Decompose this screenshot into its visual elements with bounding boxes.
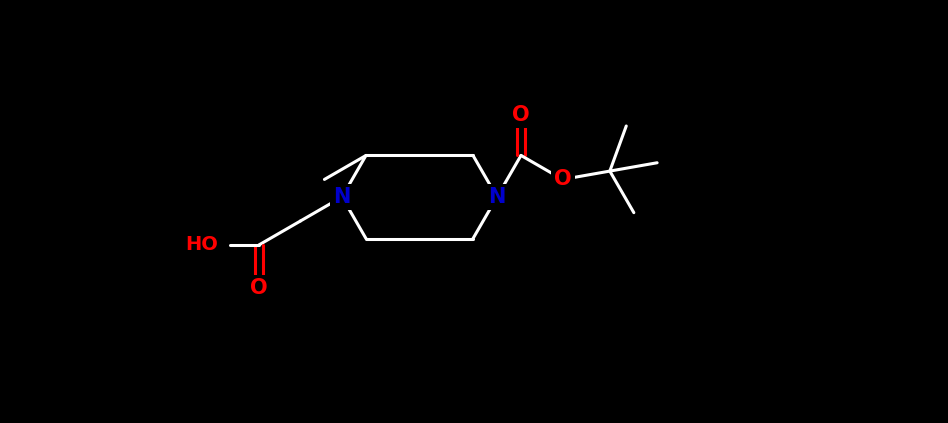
Text: O: O [512,104,530,125]
Text: HO: HO [185,236,218,255]
Text: N: N [334,187,351,207]
Text: N: N [488,187,505,207]
Text: O: O [250,278,267,298]
Text: O: O [554,170,572,190]
